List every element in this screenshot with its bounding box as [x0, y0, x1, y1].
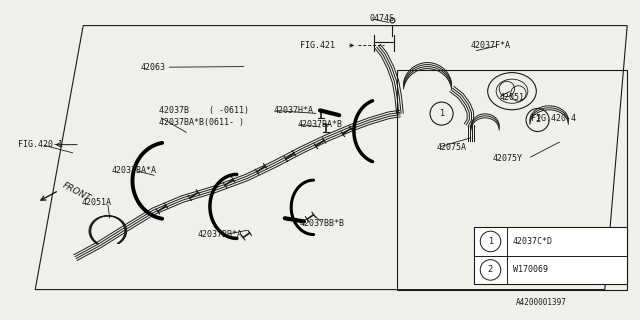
Text: 42037BB*B: 42037BB*B [300, 219, 344, 228]
Text: 42051: 42051 [499, 93, 524, 102]
Text: 42063: 42063 [141, 63, 166, 72]
Text: 0474S: 0474S [370, 14, 395, 23]
Text: 2: 2 [535, 116, 540, 124]
Text: 42037BA*A: 42037BA*A [112, 166, 157, 175]
Text: 1: 1 [488, 237, 493, 246]
Text: 1: 1 [439, 109, 444, 118]
Text: 42037F*A: 42037F*A [470, 41, 511, 50]
Text: 42075Y: 42075Y [493, 154, 523, 163]
Text: 42037C*D: 42037C*D [513, 237, 552, 246]
Text: FIG.421: FIG.421 [300, 41, 335, 50]
Bar [474, 227, 627, 284]
Text: 2: 2 [488, 265, 493, 275]
Text: 42051A: 42051A [82, 198, 112, 207]
Text: 42037BB*A: 42037BB*A [197, 230, 242, 239]
Text: W170069: W170069 [513, 265, 547, 275]
Text: 42037BA*B(0611- ): 42037BA*B(0611- ) [159, 118, 244, 127]
Text: 42075A: 42075A [436, 143, 467, 152]
Text: FIG.420-4: FIG.420-4 [531, 114, 576, 123]
Text: 42037H*A: 42037H*A [274, 106, 314, 115]
Text: FRONT: FRONT [61, 181, 92, 203]
Text: A4200001397: A4200001397 [515, 298, 566, 307]
Text: 42037BA*B: 42037BA*B [298, 120, 342, 129]
Text: FIG.420-1: FIG.420-1 [18, 140, 63, 149]
Text: 42037B    ( -0611): 42037B ( -0611) [159, 106, 249, 115]
